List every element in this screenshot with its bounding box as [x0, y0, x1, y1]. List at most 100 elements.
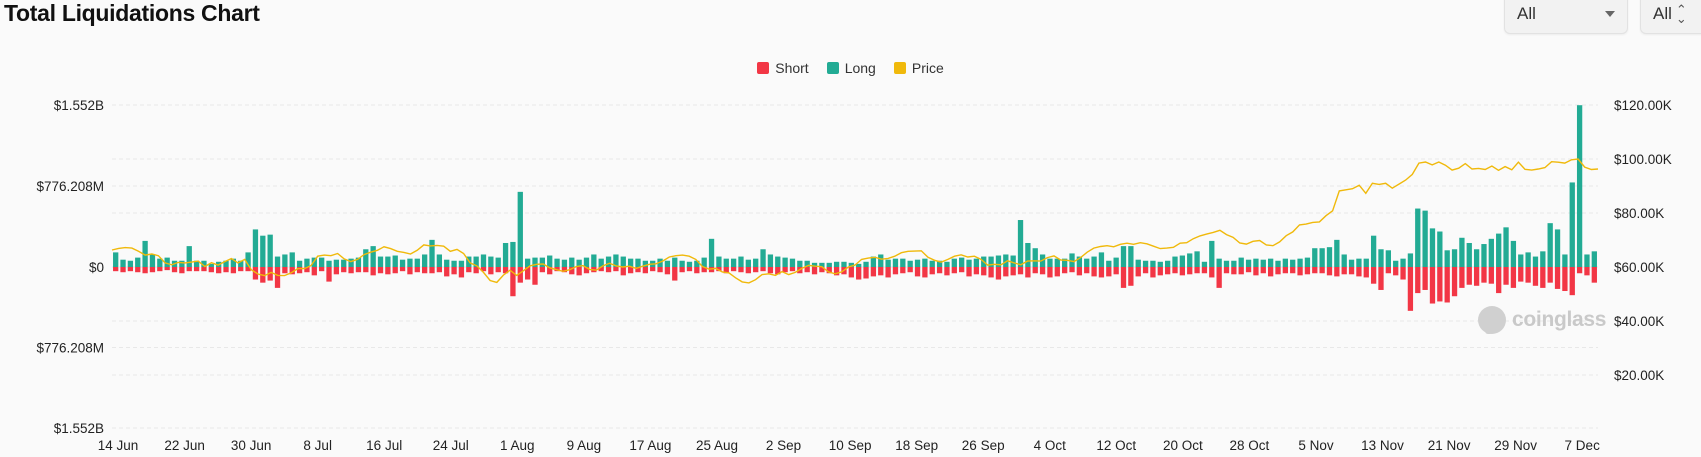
- long-bar-65: [591, 254, 597, 267]
- short-bar-173: [1385, 267, 1391, 274]
- short-bar-117: [973, 267, 980, 275]
- y-right-tick-4: $40.00K: [1614, 314, 1664, 329]
- long-bar-111: [929, 260, 935, 267]
- long-bar-6: [157, 258, 163, 267]
- short-bar-14: [216, 267, 222, 274]
- short-bar-55: [517, 267, 523, 283]
- short-bar-131: [1076, 267, 1083, 276]
- long-bar-130: [1069, 253, 1075, 267]
- short-bar-74: [657, 267, 663, 273]
- short-bar-181: [1444, 267, 1450, 303]
- long-bar-34: [363, 249, 369, 267]
- short-bar-27: [311, 267, 317, 276]
- long-bar-144: [1172, 256, 1178, 267]
- long-bar-151: [1223, 260, 1230, 267]
- short-bar-180: [1437, 267, 1443, 302]
- short-bar-95: [811, 267, 818, 275]
- watermark-text: coinglass: [1512, 308, 1607, 331]
- short-bar-18: [245, 267, 251, 272]
- time-range-select[interactable]: All: [1504, 0, 1628, 34]
- short-bar-193: [1532, 267, 1539, 286]
- long-bar-54: [510, 241, 516, 267]
- short-bar-186: [1481, 267, 1487, 283]
- long-bar-11: [193, 260, 200, 267]
- long-bar-191: [1518, 254, 1524, 267]
- chart-legend: Short Long Price: [0, 60, 1701, 76]
- short-bar-88: [760, 267, 766, 272]
- short-bar-1: [120, 267, 126, 273]
- long-bar-119: [988, 256, 994, 267]
- long-bar-201: [1591, 251, 1597, 267]
- legend-label-short: Short: [775, 60, 809, 76]
- legend-item-price[interactable]: Price: [893, 60, 944, 76]
- short-bar-148: [1201, 267, 1208, 274]
- short-bar-102: [863, 267, 869, 279]
- long-bar-70: [627, 258, 634, 267]
- long-bar-108: [907, 260, 913, 267]
- short-bar-8: [171, 267, 178, 273]
- long-bar-153: [1238, 257, 1244, 267]
- short-bar-174: [1393, 267, 1399, 276]
- x-tick-14: 4 Oct: [1034, 438, 1067, 453]
- long-bar-16: [230, 258, 237, 267]
- x-tick-4: 16 Jul: [366, 438, 402, 453]
- short-bar-76: [672, 267, 678, 281]
- long-bar-172: [1378, 249, 1384, 267]
- legend-label-long: Long: [844, 60, 876, 76]
- legend-item-short[interactable]: Short: [757, 60, 809, 76]
- long-bar-85: [738, 256, 744, 267]
- long-bar-171: [1370, 235, 1377, 267]
- short-bar-63: [576, 267, 582, 276]
- short-bar-56: [524, 267, 531, 280]
- short-bar-179: [1429, 267, 1436, 304]
- coinglass-watermark: coinglass: [1478, 306, 1606, 334]
- x-tick-13: 26 Sep: [962, 438, 1005, 453]
- x-tick-0: 14 Jun: [98, 438, 139, 453]
- short-bar-161: [1297, 267, 1303, 276]
- short-bar-94: [804, 267, 810, 273]
- x-tick-16: 20 Oct: [1163, 438, 1203, 453]
- long-bar-38: [392, 255, 398, 267]
- short-bar-98: [833, 267, 840, 276]
- legend-swatch-price: [893, 62, 906, 74]
- long-bar-125: [1032, 248, 1038, 267]
- short-bar-134: [1098, 267, 1105, 278]
- long-bar-82: [716, 256, 722, 267]
- long-bar-183: [1459, 237, 1465, 267]
- long-bar-44: [436, 254, 443, 267]
- long-bar-160: [1290, 259, 1296, 267]
- short-bar-178: [1422, 267, 1428, 290]
- short-bar-136: [1113, 267, 1119, 275]
- y-right-tick-3: $60.00K: [1614, 260, 1664, 275]
- short-bar-132: [1084, 267, 1090, 274]
- short-bar-97: [826, 267, 832, 274]
- short-bar-100: [848, 267, 854, 278]
- short-bar-125: [1032, 267, 1038, 274]
- short-bar-13: [208, 267, 214, 273]
- short-bar-69: [620, 267, 626, 276]
- long-bar-47: [458, 260, 465, 267]
- short-bar-164: [1319, 267, 1325, 274]
- legend-item-long[interactable]: Long: [826, 60, 876, 76]
- short-bar-166: [1334, 267, 1340, 277]
- short-bar-92: [789, 267, 796, 272]
- y-right-tick-0: $120.00K: [1614, 98, 1672, 113]
- short-bar-116: [966, 267, 972, 277]
- long-bar-129: [1062, 258, 1068, 267]
- short-bar-142: [1157, 267, 1163, 276]
- long-bar-68: [613, 254, 619, 267]
- short-bar-67: [605, 267, 612, 273]
- x-tick-22: 7 Dec: [1565, 438, 1601, 453]
- long-bar-128: [1054, 258, 1060, 267]
- long-bar-18: [245, 252, 251, 267]
- long-bar-112: [936, 260, 943, 267]
- short-bar-46: [451, 267, 457, 275]
- long-bar-63: [576, 259, 582, 267]
- long-bar-20: [260, 235, 266, 267]
- short-bar-158: [1275, 267, 1281, 275]
- coin-select[interactable]: All ⌃ ⌄: [1640, 0, 1701, 34]
- short-bar-106: [892, 267, 899, 275]
- long-bar-37: [385, 256, 391, 267]
- x-tick-6: 1 Aug: [500, 438, 535, 453]
